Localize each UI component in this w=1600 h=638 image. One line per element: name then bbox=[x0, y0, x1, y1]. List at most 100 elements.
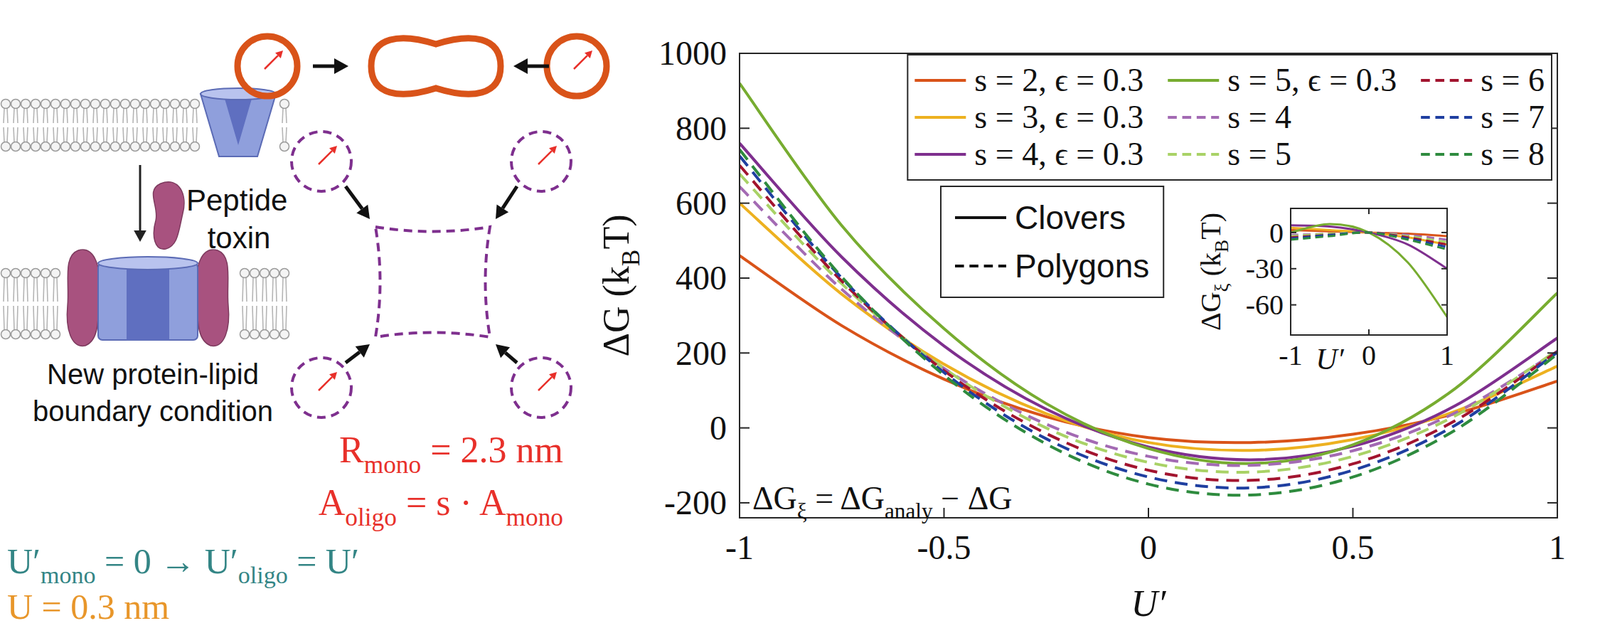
peptide bbox=[152, 182, 185, 249]
lipid-head bbox=[150, 99, 160, 109]
lipid-tail bbox=[56, 277, 58, 302]
boundary-label: New protein-lipid bbox=[46, 358, 259, 390]
lipid-tail bbox=[13, 277, 15, 302]
key-swatch bbox=[955, 216, 1007, 220]
lipid-tail bbox=[83, 127, 84, 143]
lipid-tail bbox=[146, 108, 148, 124]
monomer bbox=[511, 131, 572, 192]
arrow bbox=[345, 344, 370, 363]
x-tick-label: 0 bbox=[1361, 339, 1376, 372]
lipid-tail bbox=[63, 127, 64, 143]
lipid-tail bbox=[186, 127, 188, 143]
inset-y-title: ΔGξ (kBT) bbox=[1194, 212, 1233, 331]
series-line bbox=[1290, 225, 1448, 269]
lipid-tail bbox=[13, 108, 15, 124]
y-tick bbox=[1547, 277, 1558, 279]
subscript: mono bbox=[505, 502, 564, 532]
lipid-head bbox=[61, 142, 71, 152]
lipid-head bbox=[51, 329, 61, 340]
lipid-tail bbox=[172, 108, 174, 124]
inset-x-title: U′ bbox=[1315, 342, 1344, 376]
inset-background bbox=[1290, 208, 1448, 335]
lipid-tail bbox=[63, 108, 64, 124]
legend-label: s = 4 bbox=[1227, 98, 1292, 136]
lipid-head bbox=[71, 99, 81, 109]
arrow bbox=[495, 186, 517, 220]
lipid-head bbox=[110, 99, 121, 109]
lipid-tail bbox=[285, 108, 287, 124]
lipid-head bbox=[1, 268, 11, 279]
lipid-tail bbox=[256, 305, 257, 330]
legend-swatch bbox=[914, 115, 966, 119]
lipid-tail bbox=[23, 108, 25, 124]
lipid-tail bbox=[33, 108, 35, 124]
lipid-head bbox=[31, 268, 41, 279]
lipid-tail bbox=[17, 277, 18, 302]
lipid-tail bbox=[27, 277, 28, 302]
lipid-tail bbox=[272, 277, 274, 302]
lipid-head bbox=[130, 99, 141, 109]
subscript: oligo bbox=[344, 502, 397, 532]
x-tick bbox=[1147, 507, 1150, 518]
plot-background bbox=[739, 53, 1558, 518]
arrow-head bbox=[495, 204, 509, 220]
lipid-tail bbox=[83, 108, 84, 124]
protein-pore bbox=[126, 263, 170, 340]
lipid-head bbox=[190, 142, 200, 152]
lipid-tail bbox=[7, 127, 8, 143]
lipid-tail bbox=[17, 108, 18, 124]
legend-swatch bbox=[914, 152, 966, 156]
key-label: Polygons bbox=[1014, 247, 1150, 285]
lipid-head bbox=[11, 268, 21, 279]
y-tick bbox=[1290, 231, 1297, 234]
lipid-head bbox=[130, 142, 141, 152]
key-label: Clovers bbox=[1014, 199, 1126, 237]
lipid-tail bbox=[17, 305, 18, 330]
protein-top bbox=[98, 256, 198, 270]
lipid-tail bbox=[36, 277, 38, 302]
lipid-head bbox=[41, 142, 51, 152]
lipid-tail bbox=[252, 277, 254, 302]
lipid-head bbox=[240, 329, 250, 340]
monomer bbox=[511, 357, 572, 418]
legend-swatch bbox=[914, 78, 966, 82]
x-tick-label: 0 bbox=[1139, 528, 1157, 567]
displacement-label: U = 0.3 nm bbox=[7, 586, 170, 627]
y-tick-label: 1000 bbox=[658, 34, 727, 72]
lipid-tail bbox=[53, 277, 55, 302]
subscript: mono bbox=[40, 561, 96, 589]
y-tick-label: -30 bbox=[1245, 252, 1284, 285]
legend-label: s = 2, ϵ = 0.3 bbox=[974, 61, 1144, 99]
lipid-tail bbox=[73, 127, 74, 143]
text-part: = 2.3 nm bbox=[420, 429, 564, 471]
area-label: Aoligo = s · Amono bbox=[318, 482, 564, 532]
arrow-head bbox=[513, 58, 528, 74]
arrow bbox=[345, 186, 370, 220]
arrow-shaft bbox=[264, 55, 279, 69]
lipid-tail bbox=[136, 127, 138, 143]
lipid-head bbox=[41, 268, 51, 279]
y-tick bbox=[1547, 427, 1558, 429]
lipid-tail bbox=[146, 127, 148, 143]
text-part: − ΔG bbox=[932, 480, 1013, 517]
lipid-tail bbox=[43, 127, 45, 143]
inset-chart: -60-300-101U′ΔGξ (kBT) bbox=[1194, 208, 1455, 376]
legend-swatch bbox=[1420, 115, 1472, 119]
y-tick-label: 400 bbox=[675, 258, 727, 297]
text-part: ΔG (k bbox=[595, 265, 638, 357]
peptide bbox=[196, 249, 229, 346]
lipid-tail bbox=[13, 305, 15, 330]
lipid-tail bbox=[166, 108, 168, 124]
legend-swatch bbox=[1167, 78, 1219, 82]
y-tick bbox=[1290, 268, 1297, 270]
lipid-head bbox=[260, 329, 270, 340]
lipid-head bbox=[250, 268, 260, 279]
peptide-label: Peptide bbox=[186, 183, 288, 217]
text-part: = U′ bbox=[288, 541, 360, 581]
text-part: U′ bbox=[7, 541, 41, 581]
axes: -20002004006008001000-1-0.500.51 bbox=[658, 34, 1566, 567]
lipid-tail bbox=[116, 108, 118, 124]
lipid-head bbox=[31, 329, 41, 340]
series-line bbox=[739, 149, 1558, 495]
monomer bbox=[237, 36, 298, 96]
